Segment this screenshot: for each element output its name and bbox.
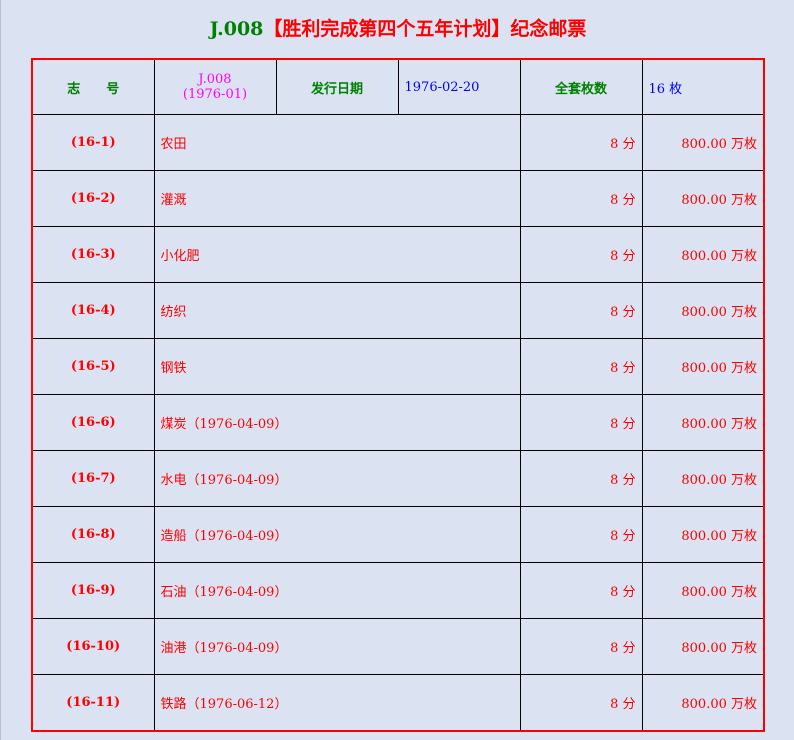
title-name: 【胜利完成第四个五年计划】纪念邮票: [263, 18, 587, 40]
stamp-quantity: 800.00 万枚: [641, 226, 765, 283]
stamp-price: 8 分: [519, 506, 643, 563]
stamp-name: 油港（1976-04-09）: [153, 618, 521, 675]
stamp-price: 8 分: [519, 282, 643, 339]
stamp-price: 8 分: [519, 226, 643, 283]
stamp-quantity: 800.00 万枚: [641, 562, 765, 619]
stamp-name: 纺织: [153, 282, 521, 339]
stamp-number: (16-6): [31, 394, 155, 451]
stamp-quantity: 800.00 万枚: [641, 506, 765, 563]
stamp-quantity: 800.00 万枚: [641, 338, 765, 395]
stamp-number: (16-2): [31, 170, 155, 227]
stamp-name: 小化肥: [153, 226, 521, 283]
table-row: (16-2) 灌溉 8 分 800.00 万枚: [31, 170, 765, 227]
table-row: (16-3) 小化肥 8 分 800.00 万枚: [31, 226, 765, 283]
stamp-quantity: 800.00 万枚: [641, 114, 765, 171]
stamp-price: 8 分: [519, 450, 643, 507]
stamp-number: (16-4): [31, 282, 155, 339]
table-row: (16-4) 纺织 8 分 800.00 万枚: [31, 282, 765, 339]
header-row: 志 号 J.008 (1976-01) 发行日期 1976-02-20 全套枚数 …: [31, 58, 765, 115]
table-row: (16-8) 造船（1976-04-09） 8 分 800.00 万枚: [31, 506, 765, 563]
stamp-number: (16-5): [31, 338, 155, 395]
table-row: (16-11) 铁路（1976-06-12） 8 分 800.00 万枚: [31, 674, 765, 732]
stamp-name: 造船（1976-04-09）: [153, 506, 521, 563]
date-label: 发行日期: [275, 58, 399, 115]
stamp-number: (16-9): [31, 562, 155, 619]
stamp-name: 农田: [153, 114, 521, 171]
stamp-number: (16-11): [31, 674, 155, 732]
stamp-quantity: 800.00 万枚: [641, 394, 765, 451]
table-row: (16-1) 农田 8 分 800.00 万枚: [31, 114, 765, 171]
table-row: (16-6) 煤炭（1976-04-09） 8 分 800.00 万枚: [31, 394, 765, 451]
stamp-number: (16-10): [31, 618, 155, 675]
table-row: (16-7) 水电（1976-04-09） 8 分 800.00 万枚: [31, 450, 765, 507]
count-label: 全套枚数: [519, 58, 643, 115]
stamp-name: 水电（1976-04-09）: [153, 450, 521, 507]
stamp-price: 8 分: [519, 674, 643, 732]
stamp-name: 钢铁: [153, 338, 521, 395]
stamp-name: 石油（1976-04-09）: [153, 562, 521, 619]
table-row: (16-10) 油港（1976-04-09） 8 分 800.00 万枚: [31, 618, 765, 675]
stamp-price: 8 分: [519, 562, 643, 619]
stamp-number: (16-3): [31, 226, 155, 283]
stamp-quantity: 800.00 万枚: [641, 170, 765, 227]
stamp-price: 8 分: [519, 114, 643, 171]
stamp-quantity: 800.00 万枚: [641, 450, 765, 507]
table-row: (16-9) 石油（1976-04-09） 8 分 800.00 万枚: [31, 562, 765, 619]
table-row: (16-5) 钢铁 8 分 800.00 万枚: [31, 338, 765, 395]
stamp-quantity: 800.00 万枚: [641, 282, 765, 339]
stamp-name: 煤炭（1976-04-09）: [153, 394, 521, 451]
page-title: J.008【胜利完成第四个五年计划】纪念邮票: [1, 14, 794, 41]
number-value: J.008 (1976-01): [153, 58, 277, 115]
stamp-table: 志 号 J.008 (1976-01) 发行日期 1976-02-20 全套枚数 …: [31, 58, 765, 732]
stamp-quantity: 800.00 万枚: [641, 618, 765, 675]
stamp-number: (16-1): [31, 114, 155, 171]
stamp-name: 铁路（1976-06-12）: [153, 674, 521, 732]
stamp-quantity: 800.00 万枚: [641, 674, 765, 732]
number-year: (1976-01): [182, 87, 248, 102]
number-code: J.008: [198, 72, 232, 87]
stamp-name: 灌溉: [153, 170, 521, 227]
stamp-price: 8 分: [519, 338, 643, 395]
number-label: 志 号: [31, 58, 155, 115]
count-value: 16 枚: [641, 58, 765, 115]
stamp-price: 8 分: [519, 170, 643, 227]
title-code: J.008: [209, 18, 264, 40]
stamp-number: (16-7): [31, 450, 155, 507]
stamp-price: 8 分: [519, 394, 643, 451]
date-value: 1976-02-20: [397, 58, 521, 115]
stamp-price: 8 分: [519, 618, 643, 675]
stamp-number: (16-8): [31, 506, 155, 563]
